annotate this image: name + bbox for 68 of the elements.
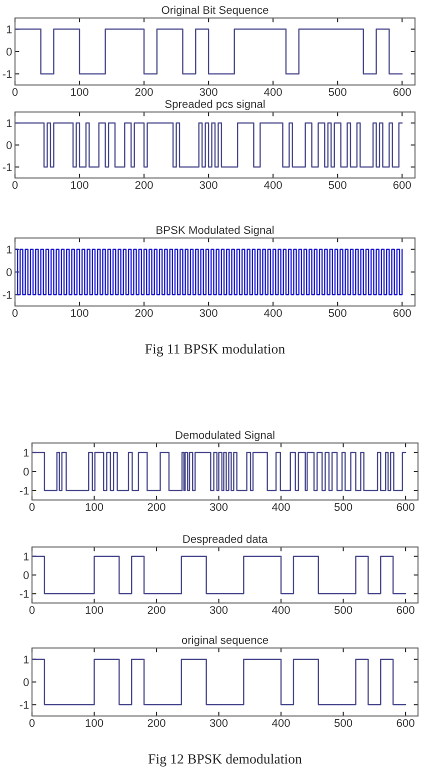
chart-title: Despreaded data — [183, 534, 268, 546]
x-tick-label: 500 — [334, 606, 352, 614]
x-tick-label: 500 — [328, 88, 346, 96]
x-tick-label: 600 — [396, 503, 414, 511]
y-tick-label: 1 — [24, 448, 29, 457]
y-tick-label: 1 — [24, 552, 29, 560]
x-tick-label: 100 — [86, 503, 104, 511]
y-tick-label: 0 — [23, 468, 29, 476]
y-tick-label: 0 — [6, 48, 12, 56]
caption: Fig 11 BPSK modulation — [145, 344, 285, 357]
y-tick-label: -1 — [20, 486, 29, 495]
x-tick-label: 400 — [272, 606, 290, 614]
y-tick-label: -1 — [2, 291, 12, 299]
x-tick-label: 0 — [12, 309, 18, 317]
x-tick-label: 400 — [264, 181, 282, 189]
x-tick-label: 600 — [393, 309, 411, 317]
x-tick-label: 500 — [334, 503, 352, 511]
x-tick-label: 200 — [148, 606, 166, 614]
x-tick-label: 300 — [200, 181, 218, 189]
chart-title: Spreaded pcs signal — [165, 100, 265, 110]
x-tick-label: 0 — [12, 181, 18, 189]
y-tick-label: 1 — [6, 119, 12, 128]
chart-title: Demodulated Signal — [176, 430, 274, 442]
y-tick-label: 0 — [23, 571, 29, 580]
chart-title: original sequence — [182, 636, 268, 646]
x-tick-label: 600 — [396, 606, 414, 614]
x-tick-label: 300 — [200, 309, 218, 317]
x-tick-label: 300 — [210, 503, 228, 511]
x-tick-label: 200 — [148, 719, 166, 727]
x-tick-label: 500 — [334, 719, 352, 727]
y-tick-label: 0 — [23, 678, 29, 686]
y-tick-label: -1 — [20, 590, 29, 598]
x-tick-label: 100 — [71, 181, 88, 189]
x-tick-label: 200 — [135, 181, 153, 189]
caption: Fig 12 BPSK demodulation — [148, 754, 302, 767]
x-tick-label: 0 — [29, 606, 35, 614]
x-tick-label: 400 — [272, 719, 290, 727]
x-tick-label: 400 — [264, 309, 282, 317]
chart-title: Original Bit Sequence — [162, 6, 268, 16]
x-tick-label: 600 — [393, 88, 411, 96]
chart-title: BPSK Modulated Signal — [156, 226, 274, 236]
x-tick-label: 200 — [135, 309, 153, 317]
y-tick-label: -1 — [2, 163, 12, 172]
x-tick-label: 0 — [12, 88, 18, 96]
x-tick-label: 100 — [86, 606, 104, 614]
x-tick-label: 400 — [272, 503, 290, 511]
x-tick-label: 300 — [210, 606, 228, 614]
x-tick-label: 200 — [148, 503, 166, 511]
y-tick-label: 1 — [24, 656, 29, 664]
x-tick-label: 100 — [86, 719, 104, 727]
x-tick-label: 100 — [71, 88, 88, 96]
y-tick-label: 1 — [6, 26, 12, 34]
x-tick-label: 600 — [396, 719, 414, 727]
x-tick-label: 0 — [29, 503, 35, 511]
y-tick-label: -1 — [20, 701, 29, 709]
y-tick-label: 0 — [6, 268, 12, 276]
x-tick-label: 500 — [328, 309, 346, 317]
x-tick-label: 200 — [135, 88, 153, 96]
x-tick-label: 300 — [200, 88, 218, 96]
y-tick-label: 1 — [6, 246, 12, 254]
y-tick-label: 0 — [6, 141, 12, 150]
y-tick-label: -1 — [2, 70, 12, 78]
x-tick-label: 100 — [71, 309, 88, 317]
x-tick-label: 400 — [264, 88, 282, 96]
x-tick-label: 600 — [393, 181, 411, 189]
x-tick-label: 300 — [210, 719, 228, 727]
x-tick-label: 500 — [328, 181, 346, 189]
x-tick-label: 0 — [29, 719, 35, 727]
